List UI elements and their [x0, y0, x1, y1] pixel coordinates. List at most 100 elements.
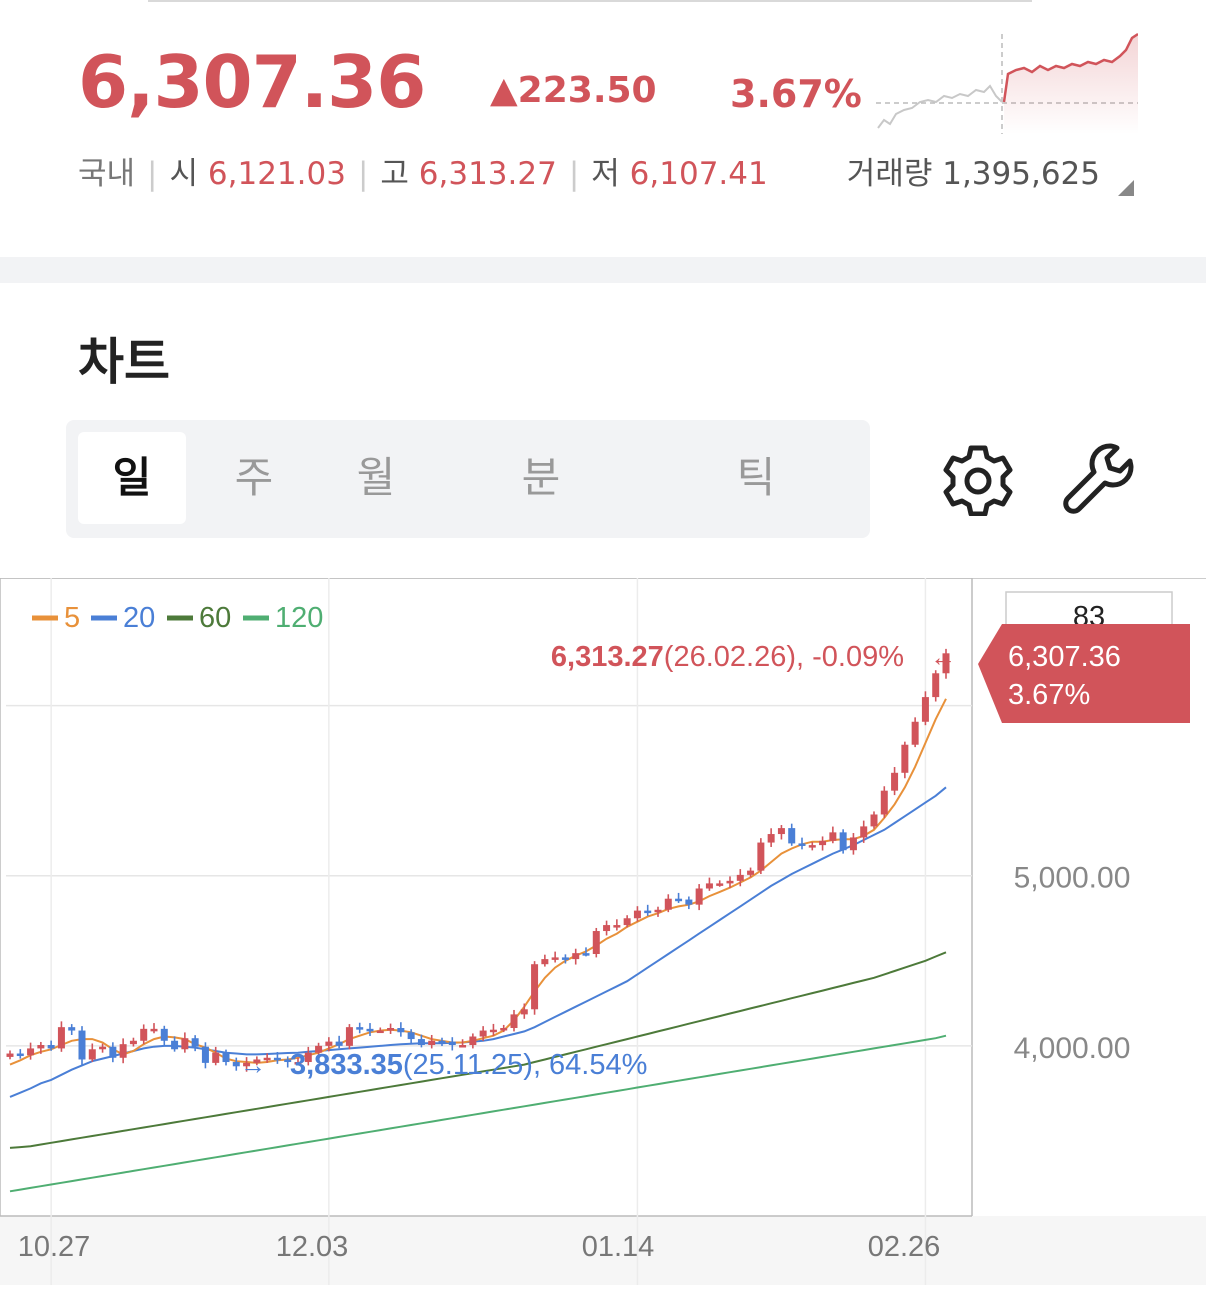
x-tick-label: 12.03 — [276, 1231, 349, 1263]
tab-month[interactable]: 월 — [356, 453, 396, 502]
candle-body — [860, 826, 868, 838]
candle-body — [726, 880, 734, 884]
candle-body — [428, 1040, 436, 1046]
candle-body — [201, 1046, 209, 1063]
candle-body — [469, 1036, 477, 1046]
candle-body — [705, 883, 713, 889]
x-tick-label: 02.26 — [868, 1231, 941, 1263]
price-change-percent: 3.67% — [730, 72, 862, 116]
candle-body — [942, 653, 950, 674]
candle-body — [911, 721, 919, 745]
candle-body — [798, 843, 806, 846]
min-annotation: 3,833.35(25.11.25), 64.54% — [290, 1049, 647, 1081]
legend-label: 20 — [123, 602, 155, 634]
candle-body — [767, 834, 775, 843]
gear-icon[interactable] — [940, 440, 1016, 516]
expand-corner-icon[interactable] — [1118, 180, 1134, 196]
high-price: 6,313.27 — [418, 156, 557, 192]
plot-frame — [0, 577, 973, 1286]
candle-body — [263, 1057, 271, 1061]
candle-body — [284, 1059, 292, 1063]
candle-body — [57, 1027, 65, 1049]
candle-body — [592, 931, 600, 954]
candle-body — [891, 772, 899, 791]
candle-body — [366, 1028, 374, 1032]
current-price-tag-price: 6,307.36 — [1008, 641, 1121, 673]
wrench-icon[interactable] — [1060, 440, 1136, 516]
candle-body — [37, 1045, 45, 1049]
candle-body — [109, 1046, 117, 1058]
tab-day[interactable]: 일 — [78, 432, 186, 524]
candle-body — [253, 1059, 261, 1063]
candle-body — [572, 953, 580, 960]
candle-body — [932, 673, 940, 698]
candle-body — [222, 1052, 230, 1063]
candle-body — [99, 1046, 107, 1050]
candle-body — [500, 1028, 508, 1031]
candle-body — [232, 1062, 240, 1067]
candle-body — [531, 964, 539, 1010]
candle-body — [479, 1030, 487, 1037]
candle-body — [582, 953, 590, 956]
candle-body — [819, 840, 827, 846]
candle-body — [633, 910, 641, 919]
candle-body — [376, 1030, 384, 1034]
volume-label: 거래량 — [846, 156, 933, 192]
current-price-tag-pct: 3.67% — [1008, 679, 1090, 711]
candle-body — [459, 1045, 467, 1048]
candle-body — [407, 1032, 415, 1040]
candle-body — [119, 1044, 127, 1058]
candlestick-chart[interactable]: 10.27 12.03 01.14 02.26 5,000.00 4,000.00 5 20 6… — [0, 577, 1206, 1286]
candle-body — [510, 1014, 518, 1029]
x-tick-label: 01.14 — [582, 1231, 655, 1263]
candle-body — [27, 1048, 35, 1056]
legend-label: 60 — [199, 602, 231, 634]
price-stats: 국내 | 시 6,121.03 | 고 6,313.27 | 저 6,107.41 — [78, 156, 768, 192]
section-divider — [0, 257, 1206, 283]
candle-body — [839, 832, 847, 851]
candle-body — [16, 1053, 24, 1057]
tab-tick[interactable]: 틱 — [736, 453, 776, 502]
top-divider — [148, 0, 1032, 2]
open-label: 시 — [169, 156, 199, 192]
legend-label: 5 — [64, 602, 80, 634]
candle-body — [644, 910, 652, 914]
candle-body — [273, 1057, 281, 1061]
candle-body — [921, 697, 929, 722]
candle-body — [335, 1041, 343, 1046]
candle-body — [561, 957, 569, 960]
candle-body — [551, 957, 559, 960]
candle-body — [294, 1062, 302, 1065]
tab-week[interactable]: 주 — [234, 453, 274, 502]
candle-body — [520, 1009, 528, 1015]
candle-body — [489, 1029, 497, 1033]
ma5-line — [9, 698, 947, 1066]
candle-body — [304, 1052, 312, 1063]
volume: 거래량 1,395,625 — [847, 148, 1100, 193]
candle-body — [603, 925, 611, 932]
candle-body — [345, 1027, 353, 1046]
low-price: 6,107.41 — [629, 156, 768, 192]
legend-label: 120 — [275, 602, 323, 634]
candle-body — [613, 925, 621, 928]
candle-body — [88, 1049, 96, 1060]
candle-body — [757, 842, 765, 871]
tab-minute[interactable]: 분 — [521, 453, 561, 502]
candle-body — [808, 845, 816, 848]
candle-body — [6, 1053, 14, 1057]
high-label: 고 — [380, 156, 409, 192]
candle-body — [356, 1027, 364, 1030]
candle-body — [243, 1062, 251, 1067]
candle-body — [747, 870, 755, 875]
candle-body — [695, 888, 703, 905]
candle-body — [675, 898, 683, 902]
candle-body — [654, 909, 662, 913]
candle-body — [129, 1040, 137, 1045]
candle-body — [417, 1039, 425, 1046]
candle-body — [716, 883, 724, 886]
ma20-line — [9, 786, 947, 1098]
candle-body — [880, 790, 888, 815]
section-title: 차트 — [78, 333, 170, 391]
candle-body — [160, 1028, 168, 1041]
candle-body — [685, 899, 693, 905]
